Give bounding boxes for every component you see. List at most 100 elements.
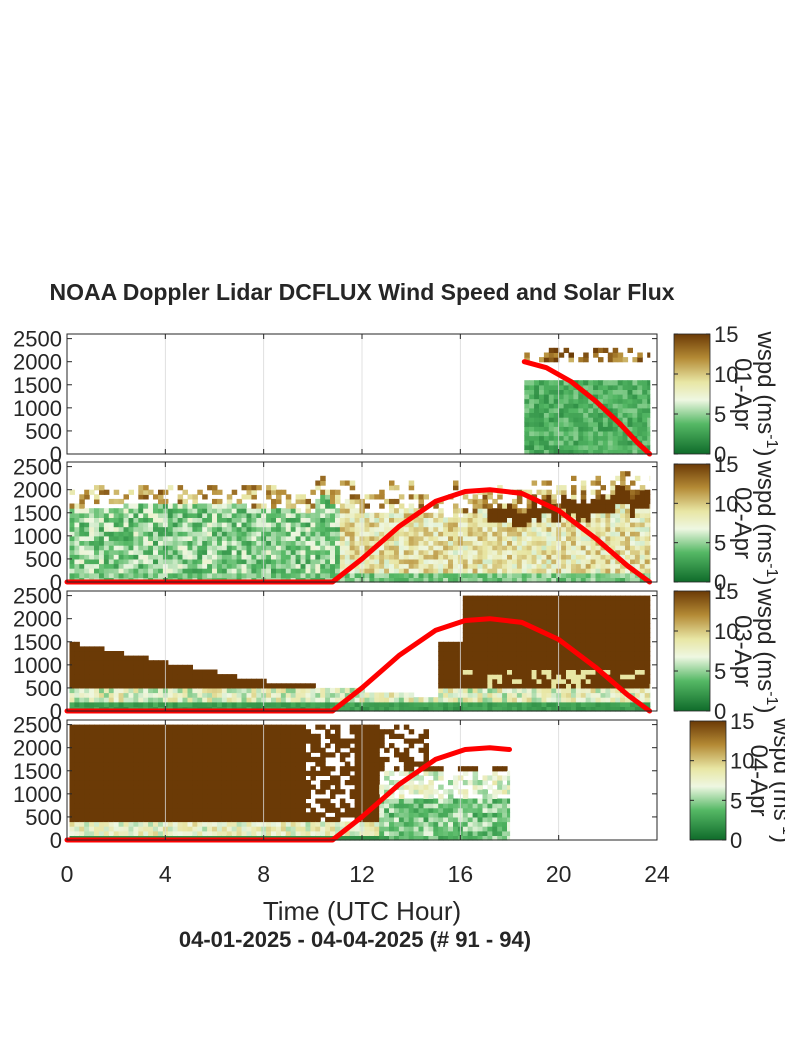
heatmap-cell (276, 549, 282, 555)
heatmap-cell (649, 655, 651, 661)
heatmap-cell (276, 572, 282, 578)
heatmap-cell (344, 540, 351, 546)
heatmap-cell (133, 775, 139, 781)
heatmap-cell (605, 503, 611, 509)
heatmap-cell (571, 683, 577, 689)
heatmap-cell (153, 743, 159, 749)
heatmap-cell (539, 435, 545, 441)
heatmap-cell (467, 701, 474, 707)
heatmap-cell (394, 535, 400, 541)
heatmap-cell (561, 623, 567, 629)
heatmap-cell (192, 494, 198, 500)
heatmap-cell (226, 563, 233, 569)
heatmap-cell (202, 669, 208, 675)
heatmap-cell (123, 830, 129, 836)
heatmap-cell (108, 526, 115, 532)
heatmap-cell (344, 687, 351, 694)
heatmap-cell (605, 609, 611, 615)
heatmap-cell (217, 687, 223, 694)
heatmap-cell (187, 558, 193, 565)
heatmap-cell (610, 632, 616, 638)
heatmap-cell (305, 554, 311, 560)
heatmap-cell (177, 674, 184, 680)
heatmap-cell (448, 683, 454, 689)
heatmap-cell (339, 558, 346, 565)
heatmap-cell (610, 683, 616, 689)
heatmap-cell (103, 775, 110, 781)
heatmap-cell (472, 522, 479, 528)
heatmap-cell (487, 558, 493, 565)
heatmap-cell (632, 398, 638, 404)
heatmap-cell (561, 655, 567, 661)
heatmap-cell (438, 669, 444, 675)
heatmap-cell (634, 563, 641, 569)
heatmap-cell (639, 508, 646, 514)
heatmap-cell (546, 517, 552, 523)
heatmap-cell (563, 444, 570, 450)
heatmap-cell (630, 706, 636, 712)
heatmap-cell (133, 549, 139, 555)
heatmap-cell (89, 540, 95, 546)
heatmap-cell (398, 701, 405, 707)
heatmap-cell (113, 517, 120, 523)
heatmap-cell (536, 614, 542, 620)
heatmap-cell (625, 604, 631, 610)
heatmap-cell (563, 398, 570, 404)
heatmap-cell (113, 678, 120, 684)
heatmap-cell (113, 747, 120, 753)
heatmap-cell (487, 577, 493, 583)
heatmap-cell (539, 430, 545, 437)
heatmap-cell (472, 678, 479, 684)
heatmap-cell (69, 807, 75, 813)
heatmap-cell (99, 807, 105, 813)
heatmap-cell (630, 512, 636, 518)
heatmap-cell (354, 692, 361, 698)
heatmap-cell (448, 549, 454, 555)
heatmap-cell (197, 701, 203, 707)
heatmap-cell (612, 444, 619, 450)
heatmap-cell (521, 641, 528, 647)
heatmap-cell (74, 738, 80, 744)
heatmap-cell (236, 697, 243, 703)
heatmap-cell (182, 526, 188, 532)
heatmap-cell (462, 632, 469, 638)
heatmap-cell (433, 554, 439, 560)
heatmap-cell (305, 697, 311, 703)
heatmap-cell (575, 697, 582, 703)
heatmap-cell (69, 508, 75, 514)
heatmap-cell (153, 821, 159, 827)
heatmap-cell (622, 407, 629, 413)
heatmap-cell (246, 697, 252, 703)
heatmap-cell (561, 664, 567, 670)
heatmap-cell (103, 798, 110, 804)
heatmap-cell (231, 549, 238, 555)
heatmap-cell (103, 540, 110, 546)
heatmap-cell (226, 526, 233, 532)
heatmap-cell (443, 646, 449, 652)
heatmap-cell (276, 701, 282, 707)
heatmap-cell (622, 417, 629, 423)
heatmap-cell (123, 549, 129, 555)
heatmap-cell (585, 545, 592, 551)
heatmap-cell (84, 489, 90, 495)
heatmap-cell (108, 572, 115, 578)
heatmap-cell (625, 651, 631, 657)
heatmap-cell (408, 701, 415, 707)
heatmap-cell (477, 609, 483, 615)
heatmap-cell (202, 692, 208, 698)
heatmap-cell (634, 522, 641, 528)
heatmap-cell (487, 554, 493, 560)
heatmap-cell (571, 540, 577, 546)
heatmap-cell (364, 512, 370, 518)
heatmap-cell (123, 494, 129, 500)
heatmap-cell (634, 475, 641, 481)
heatmap-cell (158, 826, 164, 832)
heatmap-cell (118, 793, 125, 799)
heatmap-cell (276, 545, 282, 551)
heatmap-cell (507, 614, 513, 620)
heatmap-cell (118, 812, 125, 818)
heatmap-cell (546, 660, 552, 666)
heatmap-cell (123, 655, 129, 661)
heatmap-cell (607, 352, 614, 358)
heatmap-cell (148, 683, 154, 689)
